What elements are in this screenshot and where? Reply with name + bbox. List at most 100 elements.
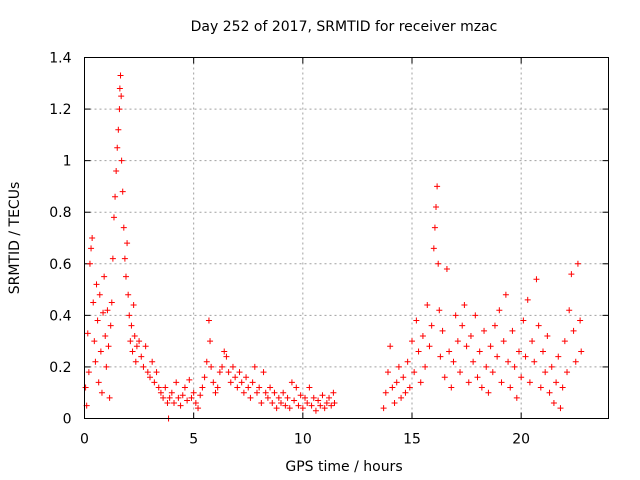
data-point <box>157 389 164 396</box>
data-point <box>481 327 488 334</box>
data-point <box>262 389 269 396</box>
data-point <box>236 369 243 376</box>
data-point <box>507 384 514 391</box>
data-point <box>496 307 503 314</box>
data-point <box>409 338 415 345</box>
data-point <box>574 260 581 267</box>
data-point <box>570 327 577 334</box>
data-point <box>450 358 457 365</box>
data-point <box>92 358 99 365</box>
data-point <box>164 400 171 407</box>
y-tick-label: 0 <box>63 412 72 428</box>
data-point <box>436 307 443 314</box>
data-point <box>197 392 204 399</box>
data-point <box>130 302 137 309</box>
tick-labels: 0 0.2 0.4 0.6 0.8 1 1.2 1.4 0 5 10 15 20 <box>49 51 530 448</box>
data-point <box>144 369 151 376</box>
data-point <box>97 348 104 355</box>
data-point <box>542 369 549 376</box>
data-point <box>104 307 111 314</box>
data-point <box>284 394 291 401</box>
data-point <box>110 214 117 221</box>
data-point <box>251 363 258 370</box>
data-point <box>288 379 295 386</box>
data-point <box>323 400 330 407</box>
data-point <box>535 322 542 329</box>
data-point <box>175 394 182 401</box>
data-point <box>476 348 483 355</box>
x-tick-label: 20 <box>512 432 530 448</box>
data-point <box>173 379 180 386</box>
data-point <box>411 369 418 376</box>
data-point <box>452 312 459 319</box>
data-point <box>275 394 282 401</box>
data-point <box>395 363 402 370</box>
data-point <box>317 402 324 409</box>
data-point <box>461 302 468 309</box>
data-point <box>132 358 139 365</box>
data-point <box>328 402 335 409</box>
data-point <box>181 384 188 391</box>
data-point <box>199 384 206 391</box>
data-point <box>278 400 284 407</box>
data-point <box>260 369 267 376</box>
axis-ticks <box>84 57 609 419</box>
data-point <box>474 374 481 381</box>
data-point <box>467 332 474 339</box>
data-point <box>515 348 522 355</box>
data-point <box>219 363 226 370</box>
data-point <box>406 384 413 391</box>
data-point <box>302 394 309 401</box>
data-point <box>529 338 536 345</box>
data-point <box>107 322 114 329</box>
data-point <box>245 384 252 391</box>
data-point <box>572 358 579 365</box>
data-point <box>550 400 557 407</box>
data-point <box>177 402 184 409</box>
data-point <box>227 379 234 386</box>
data-point <box>118 93 125 100</box>
data-point <box>98 389 105 396</box>
data-point <box>439 327 446 334</box>
data-point <box>419 332 426 339</box>
data-point <box>431 224 438 231</box>
data-point <box>498 379 505 386</box>
data-point <box>537 384 544 391</box>
data-point <box>511 363 518 370</box>
data-point <box>96 291 103 298</box>
x-tick-label: 15 <box>403 432 421 448</box>
data-point <box>129 348 136 355</box>
data-point <box>520 317 527 324</box>
data-point <box>225 369 232 376</box>
data-point <box>384 369 391 376</box>
data-point <box>387 343 394 350</box>
data-point <box>120 224 127 231</box>
data-point <box>308 402 315 409</box>
data-point <box>282 402 289 409</box>
data-point <box>330 389 337 396</box>
data-point <box>208 363 215 370</box>
data-point <box>494 353 501 360</box>
data-point <box>393 379 400 386</box>
data-point <box>559 384 566 391</box>
data-point <box>518 374 525 381</box>
data-point <box>122 273 129 280</box>
data-point <box>391 400 398 407</box>
data-point <box>247 394 254 401</box>
data-point <box>428 322 435 329</box>
data-point <box>109 255 116 262</box>
data-point <box>171 400 178 407</box>
y-tick-label: 0.4 <box>49 308 71 324</box>
data-point <box>553 379 560 386</box>
data-point <box>470 358 477 365</box>
data-point <box>147 374 153 381</box>
data-point <box>577 317 584 324</box>
data-point <box>131 332 138 339</box>
data-point <box>186 376 193 383</box>
data-point <box>295 402 302 409</box>
data-point <box>472 312 479 319</box>
data-point <box>415 348 422 355</box>
data-point <box>127 338 134 345</box>
data-point <box>485 389 492 396</box>
data-point <box>544 332 551 339</box>
